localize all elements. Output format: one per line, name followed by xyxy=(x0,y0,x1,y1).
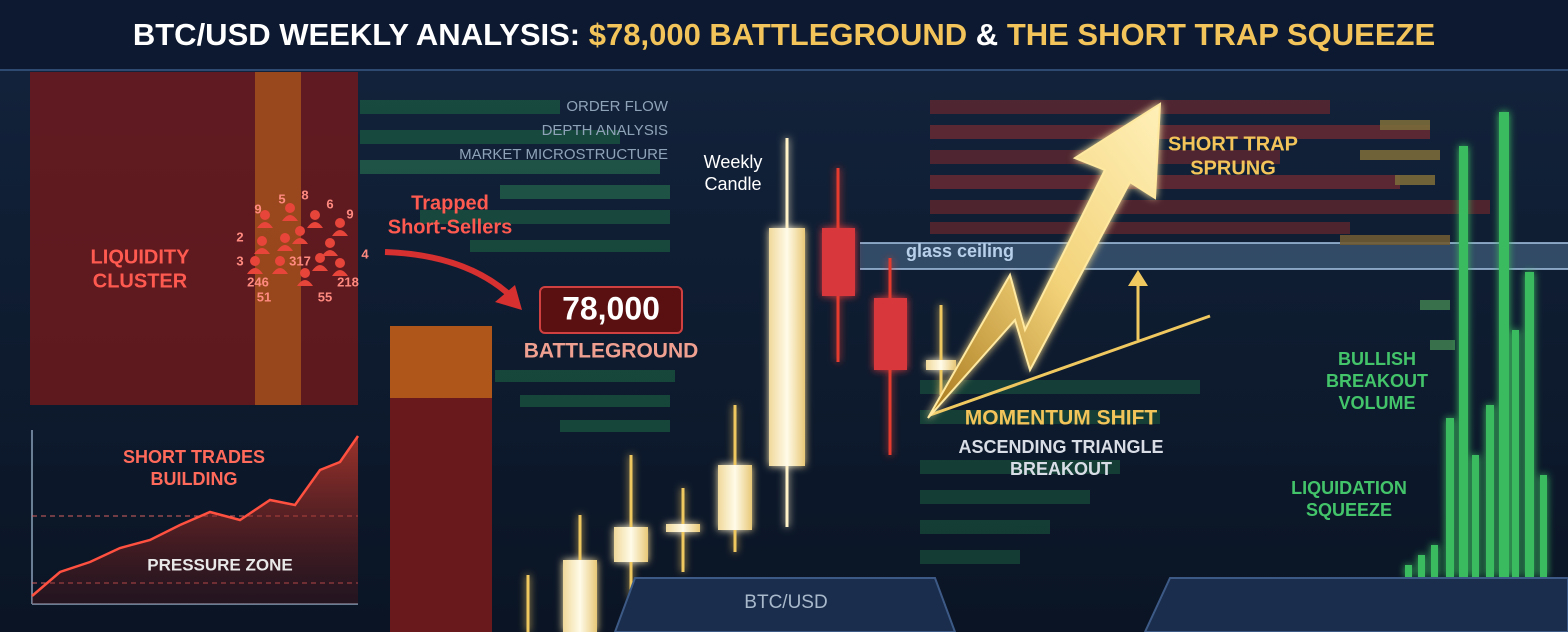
momentum-detail: ASCENDING TRIANGLE xyxy=(958,437,1163,457)
person-icon xyxy=(292,238,308,244)
candles xyxy=(526,138,956,632)
price-box xyxy=(539,286,683,334)
cluster-number: 317 xyxy=(289,253,311,268)
volume-label: BREAKOUT xyxy=(1326,371,1428,391)
footer-tab xyxy=(613,577,957,632)
liquidity-label: LIQUIDITY xyxy=(91,246,191,268)
person-icon xyxy=(335,258,345,268)
liquidity-zone xyxy=(30,72,358,405)
title-lead: BTC/USD WEEKLY ANALYSIS: xyxy=(133,17,580,52)
cluster-number: 6 xyxy=(326,196,333,211)
cluster-number: 2 xyxy=(236,229,243,244)
triangle-line xyxy=(929,314,1211,417)
title-highlight: $78,000 BATTLEGROUND xyxy=(589,17,967,52)
person-icon xyxy=(285,203,295,213)
person-icon xyxy=(254,248,270,254)
cluster-number: 9 xyxy=(254,201,261,216)
title-bar xyxy=(0,0,1568,70)
cluster-number: 51 xyxy=(257,289,271,304)
short-trap-label: SHORT TRAP xyxy=(1168,133,1298,155)
person-icon xyxy=(310,210,320,220)
title: BTC/USD WEEKLY ANALYSIS: $78,000 BATTLEG… xyxy=(133,17,1435,52)
cluster-number: 4 xyxy=(361,246,369,261)
person-icon xyxy=(282,215,298,221)
trapped-arrow xyxy=(384,249,518,303)
person-icon xyxy=(300,268,310,278)
person-icon xyxy=(257,236,267,246)
green-depth-right xyxy=(920,380,1200,564)
inset-title: BUILDING xyxy=(151,469,238,489)
trapped-arrow-head xyxy=(495,285,522,310)
cluster-number: 218 xyxy=(337,274,359,289)
order-flow-label: MARKET MICROSTRUCTURE xyxy=(459,146,668,163)
volume-label: VOLUME xyxy=(1338,393,1415,413)
footer-tab-label: BTC/USD xyxy=(744,592,827,613)
order-flow-label: DEPTH ANALYSIS xyxy=(542,122,668,139)
person-icon xyxy=(297,280,313,286)
person-icon xyxy=(257,222,273,228)
pressure-column-top xyxy=(390,326,492,398)
person-icon xyxy=(280,233,290,243)
momentum-title: MOMENTUM SHIFT xyxy=(965,407,1158,430)
glass-ceiling-label: glass ceiling xyxy=(906,241,1014,261)
person-icon xyxy=(277,245,293,251)
person-icon xyxy=(312,265,328,271)
cluster-number: 246 xyxy=(247,274,269,289)
title-joiner: & xyxy=(976,17,998,52)
person-icon xyxy=(332,230,348,236)
momentum-detail: BREAKOUT xyxy=(1010,459,1112,479)
liquidity-label: CLUSTER xyxy=(93,270,188,292)
person-icon xyxy=(295,226,305,236)
battleground-label: BATTLEGROUND xyxy=(524,340,699,363)
short-trap-label: SPRUNG xyxy=(1190,157,1276,179)
cluster-number: 55 xyxy=(318,289,332,304)
person-icon xyxy=(272,268,288,274)
person-icon xyxy=(315,253,325,263)
person-icon xyxy=(335,218,345,228)
cluster-number: 5 xyxy=(278,191,285,206)
up-arrow-head xyxy=(1128,270,1148,286)
weekly-candle-label: Weekly xyxy=(704,152,763,172)
glass-ceiling-band xyxy=(860,243,1568,269)
person-icon xyxy=(322,250,338,256)
person-icon xyxy=(247,268,263,274)
momentum-arrow xyxy=(927,102,1162,419)
trapped-label: Short-Sellers xyxy=(388,216,512,238)
person-icon xyxy=(260,210,270,220)
price-label: 78,000 xyxy=(562,290,660,326)
volume-profile xyxy=(1340,120,1455,350)
liquidation-label: SQUEEZE xyxy=(1306,500,1392,520)
cluster-number: 9 xyxy=(346,206,353,221)
pressure-zone-label: PRESSURE ZONE xyxy=(147,555,292,574)
person-icon xyxy=(307,222,323,228)
inset-chart xyxy=(31,430,360,605)
volume-bars xyxy=(1405,112,1547,577)
person-icon xyxy=(250,256,260,266)
trapped-label: Trapped xyxy=(411,192,489,214)
title-highlight: THE SHORT TRAP SQUEEZE xyxy=(1007,17,1435,52)
order-flow-label: ORDER FLOW xyxy=(566,98,669,115)
person-icon xyxy=(332,270,348,276)
person-icon xyxy=(325,238,335,248)
person-icon xyxy=(275,256,285,266)
cluster-number: 3 xyxy=(236,253,243,268)
footer-tab-right xyxy=(1143,577,1568,632)
cluster-number: 8 xyxy=(301,187,308,202)
green-depth-left xyxy=(360,100,675,432)
inset-title: SHORT TRADES xyxy=(123,447,265,467)
weekly-candle-label: Candle xyxy=(704,174,761,194)
volume-label: BULLISH xyxy=(1338,349,1416,369)
liquidation-label: LIQUIDATION xyxy=(1291,478,1407,498)
